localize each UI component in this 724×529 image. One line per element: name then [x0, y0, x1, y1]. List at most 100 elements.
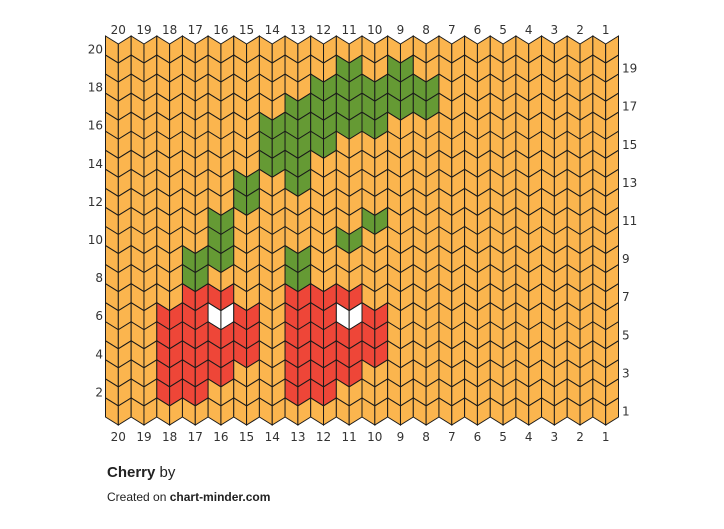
stitch — [489, 320, 517, 350]
row-label-left: 18 — [88, 81, 103, 95]
stitch — [207, 187, 235, 217]
stitch — [464, 206, 491, 236]
stitch — [105, 339, 132, 369]
column-label-bottom: 15 — [239, 430, 254, 444]
stitch — [489, 358, 517, 388]
column-label-top: 2 — [576, 23, 584, 37]
stitch — [284, 111, 312, 141]
stitch — [284, 397, 312, 426]
stitch — [592, 244, 619, 274]
stitch — [361, 168, 389, 198]
stitch — [233, 244, 260, 274]
stitch — [412, 263, 440, 293]
stitch — [566, 168, 594, 198]
stitch — [361, 397, 389, 426]
stitch — [335, 73, 363, 103]
stitch — [592, 263, 619, 293]
stitch — [387, 358, 414, 388]
stitch — [592, 206, 619, 236]
stitch — [566, 301, 594, 331]
stitch — [284, 263, 312, 293]
stitch — [515, 206, 543, 236]
column-label-bottom: 16 — [213, 430, 228, 444]
stitch — [438, 339, 466, 369]
stitch — [258, 73, 286, 103]
stitch — [233, 149, 260, 179]
stitch — [335, 35, 363, 64]
stitch — [181, 282, 209, 312]
row-label-left: 4 — [95, 347, 103, 361]
stitch — [412, 320, 440, 350]
stitch — [412, 73, 440, 103]
row-label-left: 14 — [88, 157, 103, 171]
stitch — [464, 244, 491, 274]
stitch — [130, 339, 158, 369]
stitch — [207, 397, 235, 426]
stitch — [361, 149, 389, 179]
stitch — [515, 397, 543, 426]
stitch — [284, 377, 312, 407]
stitch — [233, 339, 260, 369]
stitch — [361, 187, 389, 217]
stitch — [541, 282, 568, 312]
stitch — [438, 263, 466, 293]
stitch — [258, 206, 286, 236]
stitch — [105, 149, 132, 179]
stitch — [258, 377, 286, 407]
stitch — [489, 130, 517, 160]
stitch — [284, 206, 312, 236]
stitch — [335, 244, 363, 274]
stitch — [592, 301, 619, 331]
stitch — [181, 397, 209, 426]
stitch — [207, 54, 235, 84]
stitch — [464, 168, 491, 198]
stitch — [130, 54, 158, 84]
stitch — [130, 358, 158, 388]
stitch — [310, 282, 337, 312]
stitch — [156, 244, 183, 274]
stitch — [310, 263, 337, 293]
pattern-title-line: Cherry by — [107, 464, 175, 481]
stitch — [258, 320, 286, 350]
stitch — [489, 111, 517, 141]
stitch — [181, 244, 209, 274]
stitch — [515, 73, 543, 103]
column-labels-top: 20 19 18 17 16 15 14 13 12 11 10 9 8 7 6 5 4 3 2 1 — [111, 23, 610, 37]
column-label-bottom: 17 — [188, 430, 203, 444]
stitch — [438, 358, 466, 388]
stitch — [566, 320, 594, 350]
stitch — [105, 320, 132, 350]
stitch — [361, 206, 389, 236]
row-label-right: 3 — [622, 366, 630, 380]
site-link[interactable]: chart-minder.com — [169, 490, 271, 504]
stitch — [361, 244, 389, 274]
stitch — [335, 339, 363, 369]
stitch — [515, 111, 543, 141]
row-label-right: 5 — [622, 328, 630, 342]
stitch — [387, 206, 414, 236]
row-labels-left: 20 18 16 14 12 10 8 6 4 2 — [88, 43, 103, 400]
stitch — [207, 168, 235, 198]
stitch — [592, 358, 619, 388]
stitch — [361, 35, 389, 64]
stitch — [387, 397, 414, 426]
stitch — [258, 92, 286, 122]
stitch — [515, 377, 543, 407]
row-labels-right: 19 17 15 13 11 9 7 5 3 1 — [622, 62, 637, 419]
column-label-top: 11 — [342, 23, 357, 37]
stitch — [335, 320, 363, 350]
stitch — [207, 111, 235, 141]
stitch — [258, 339, 286, 369]
stitch — [233, 282, 260, 312]
column-label-top: 9 — [397, 23, 405, 37]
column-label-bottom: 2 — [576, 430, 584, 444]
column-label-top: 5 — [499, 23, 507, 37]
stitch — [258, 130, 286, 160]
stitch — [156, 206, 183, 236]
stitch — [541, 168, 568, 198]
stitch — [310, 206, 337, 236]
column-label-bottom: 5 — [499, 430, 507, 444]
stitch — [181, 263, 209, 293]
stitch — [464, 149, 491, 179]
